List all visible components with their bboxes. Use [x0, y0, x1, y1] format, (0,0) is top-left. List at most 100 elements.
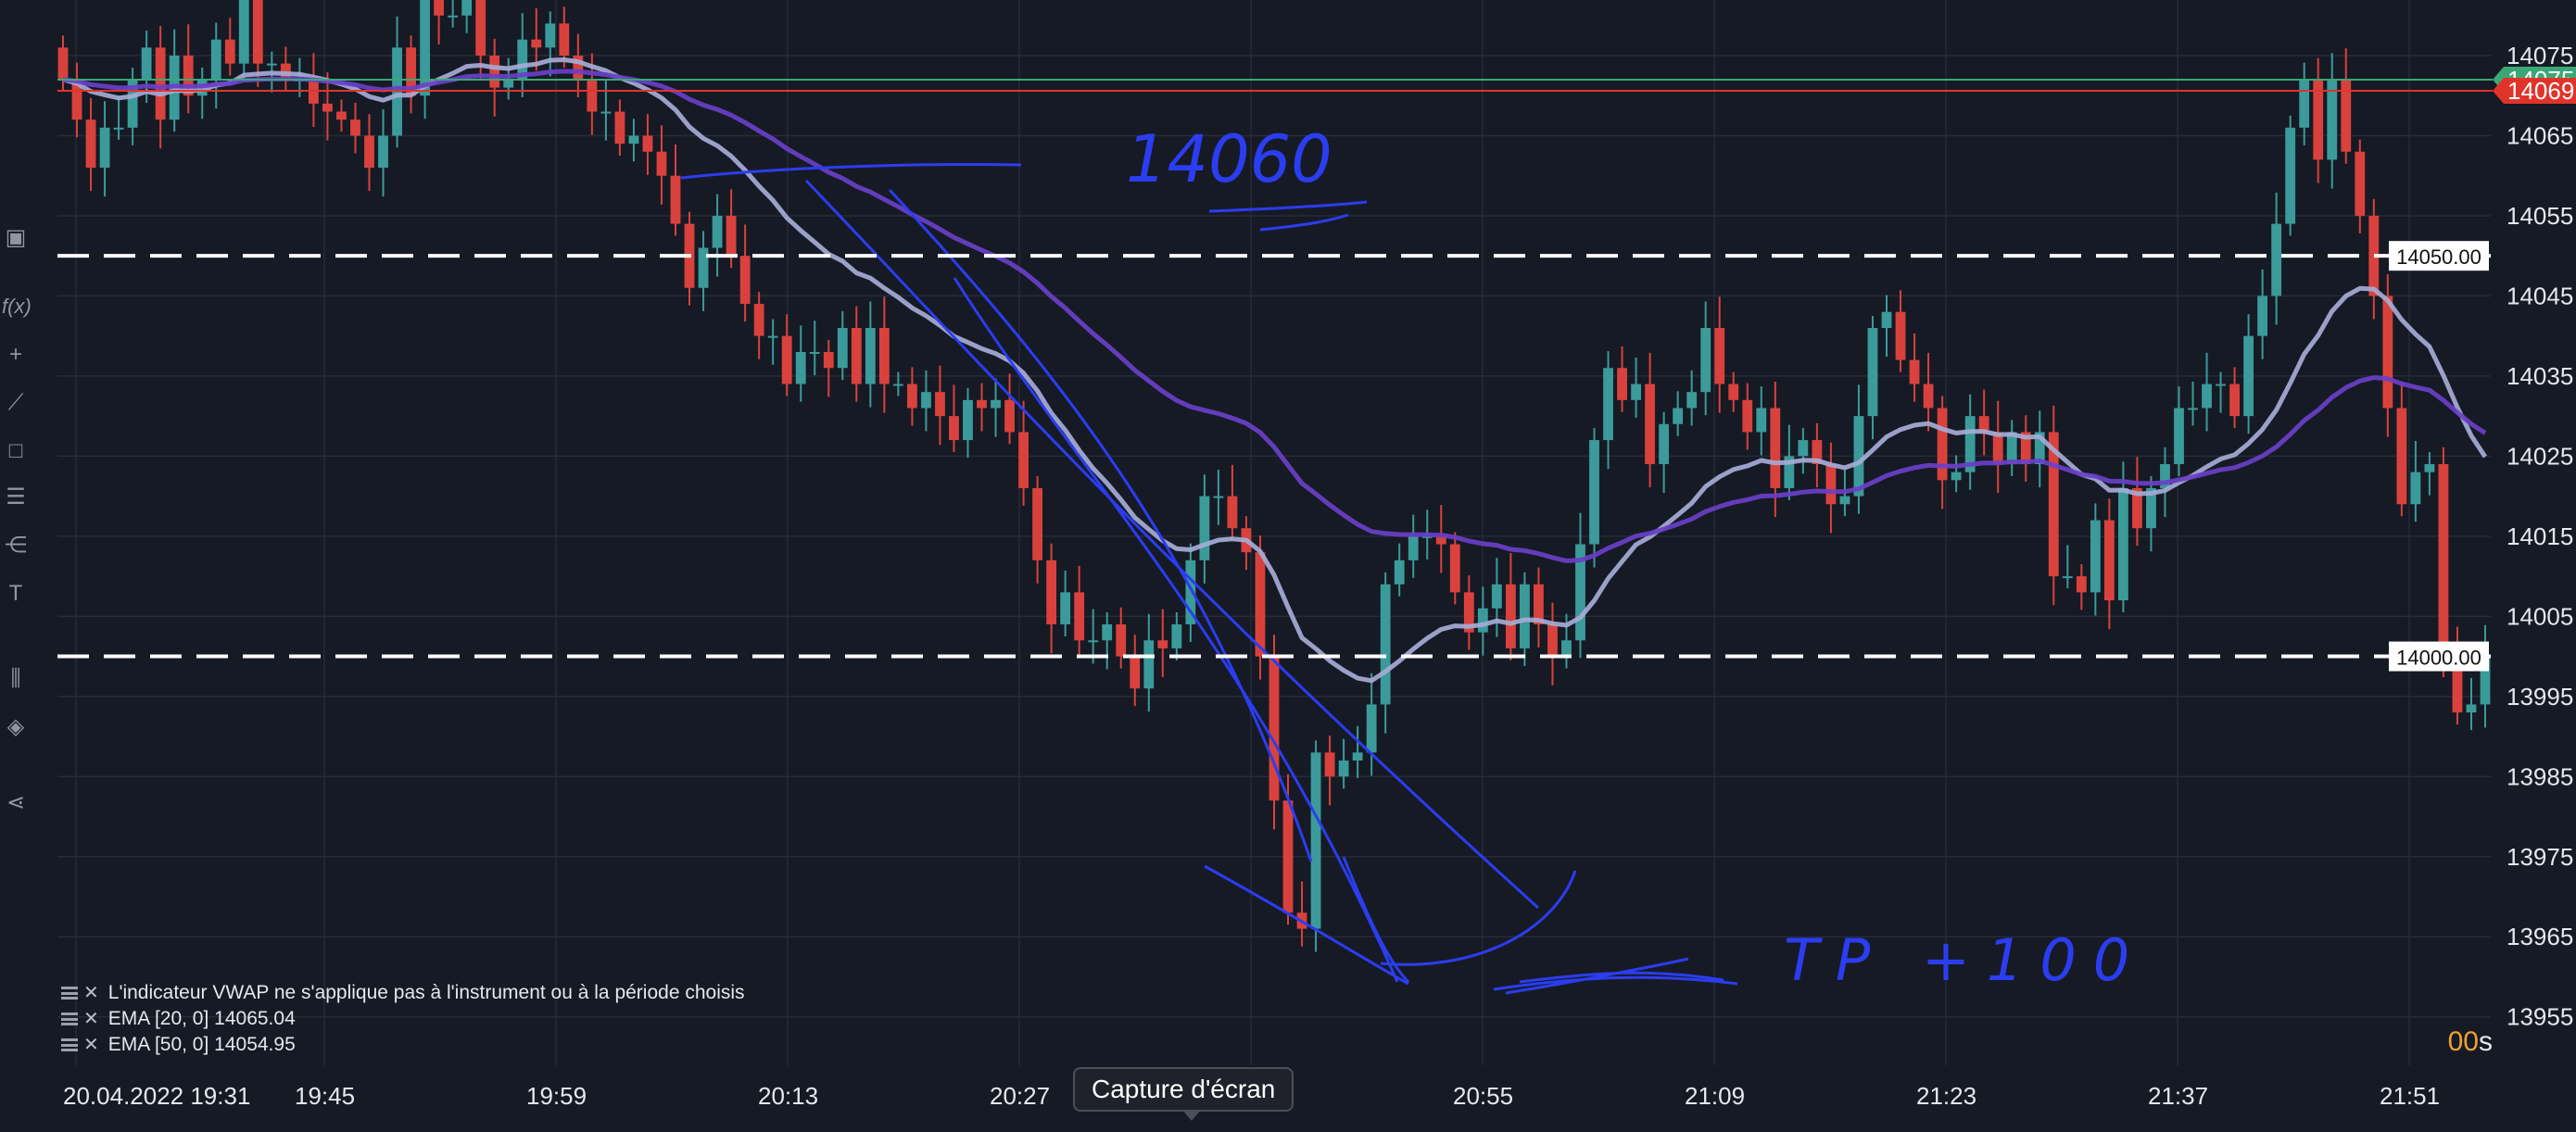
candle	[448, 0, 459, 28]
candle	[781, 314, 792, 396]
candle-body	[364, 135, 374, 169]
level-label-box	[2389, 241, 2489, 271]
candle-body	[1617, 368, 1627, 400]
candle	[1923, 352, 1934, 432]
candle	[2006, 420, 2017, 476]
close-icon[interactable]: ✕	[83, 1009, 99, 1029]
candle-body	[2034, 432, 2045, 465]
candle-body	[906, 384, 917, 409]
candle-body	[1645, 384, 1656, 465]
layers-icon[interactable]: ◈	[6, 714, 25, 739]
candle	[642, 114, 653, 175]
timer-unit: s	[2479, 1026, 2493, 1057]
candle-timer: 00s	[2448, 1026, 2493, 1058]
x-tick-label: 20.04.2022 19:31	[63, 1082, 250, 1110]
candle-body	[448, 15, 459, 18]
candle	[739, 224, 751, 322]
candle-body	[642, 135, 653, 152]
candle-body	[2271, 223, 2282, 296]
y-tick-label: 14055	[2507, 202, 2573, 230]
candle	[698, 231, 709, 311]
legend-row-ema50[interactable]: ✕ EMA [50, 0] 14054.95	[61, 1032, 745, 1058]
candle	[2048, 405, 2059, 606]
candle-body	[127, 79, 138, 128]
candle	[991, 378, 1001, 437]
grid	[57, 0, 2491, 1065]
candle-body	[739, 256, 751, 305]
menu-icon[interactable]	[61, 1013, 78, 1025]
candle	[1269, 635, 1280, 830]
candle	[573, 33, 584, 97]
x-tick-label: 21:23	[1916, 1082, 1976, 1110]
candle	[878, 296, 890, 413]
crosshair-icon[interactable]: +	[8, 342, 22, 367]
candle	[238, 0, 249, 82]
candle-body	[2424, 464, 2435, 472]
fib-icon[interactable]: ☰	[6, 484, 26, 509]
trendline-icon[interactable]: ⟋	[7, 390, 24, 415]
text-icon[interactable]: T	[8, 581, 23, 606]
candle	[378, 108, 388, 197]
candle	[767, 319, 778, 365]
candle-body	[977, 399, 987, 409]
candle	[2103, 498, 2115, 630]
candle	[1909, 333, 1920, 402]
close-icon[interactable]: ✕	[83, 1035, 99, 1055]
candle	[892, 371, 903, 396]
legend-row-vwap[interactable]: ✕ L'indicateur VWAP ne s'applique pas à …	[61, 980, 745, 1006]
menu-icon[interactable]	[61, 987, 78, 1000]
screenshot-icon[interactable]: ▣	[5, 225, 27, 250]
candle-body	[517, 39, 528, 80]
candle	[1157, 609, 1168, 678]
channel-line-1	[804, 179, 1540, 910]
legend-row-ema20[interactable]: ✕ EMA [20, 0] 14065.04	[61, 1006, 745, 1032]
candle	[1964, 394, 1976, 490]
candle	[1686, 370, 1698, 426]
candle-body	[224, 39, 235, 64]
candle	[977, 383, 987, 432]
candle-body	[378, 135, 388, 169]
candle-body	[2090, 520, 2101, 593]
timer-value: 00	[2447, 1026, 2479, 1057]
candle-body	[434, 0, 445, 16]
price-tag-label: 14069	[2507, 77, 2574, 105]
candle	[2174, 386, 2184, 476]
candle-body	[753, 304, 764, 336]
candle-body	[1673, 408, 1684, 424]
candle-body	[1213, 496, 1224, 498]
fx-icon[interactable]: f(x)	[2, 295, 32, 318]
candle-body	[2243, 335, 2254, 417]
candle-body	[1185, 560, 1196, 624]
candle-body	[1603, 368, 1613, 441]
candle	[2202, 352, 2212, 432]
candle-body	[1575, 544, 1585, 641]
pitchfork-icon[interactable]: ⋲	[5, 533, 27, 558]
rectangle-icon[interactable]: □	[8, 438, 23, 463]
candle	[1366, 673, 1377, 776]
candle	[1867, 316, 1878, 440]
candle	[71, 62, 82, 138]
candle-body	[183, 55, 194, 96]
candle-body	[420, 0, 431, 96]
candle	[1143, 613, 1155, 712]
candle	[224, 18, 235, 76]
ema-lines	[62, 57, 2488, 684]
close-icon[interactable]: ✕	[83, 983, 99, 1003]
candle	[364, 114, 374, 192]
candle-body	[1171, 623, 1182, 648]
channel-line-4	[1204, 864, 1409, 986]
candle	[1937, 396, 1948, 509]
share-icon[interactable]: ⋖	[6, 790, 26, 815]
candle	[99, 101, 110, 197]
x-tick-label: 20:55	[1453, 1082, 1513, 1110]
candle-body	[1380, 584, 1391, 705]
candle-body	[2313, 79, 2324, 160]
candle-type-icon[interactable]: ⫼	[10, 666, 21, 691]
y-tick-label: 14075	[2507, 42, 2573, 69]
candle	[1463, 575, 1474, 650]
candle-body	[1742, 399, 1753, 433]
underline-1	[1208, 200, 1368, 213]
menu-icon[interactable]	[61, 1038, 78, 1051]
x-tick-label: 20:13	[758, 1082, 818, 1110]
